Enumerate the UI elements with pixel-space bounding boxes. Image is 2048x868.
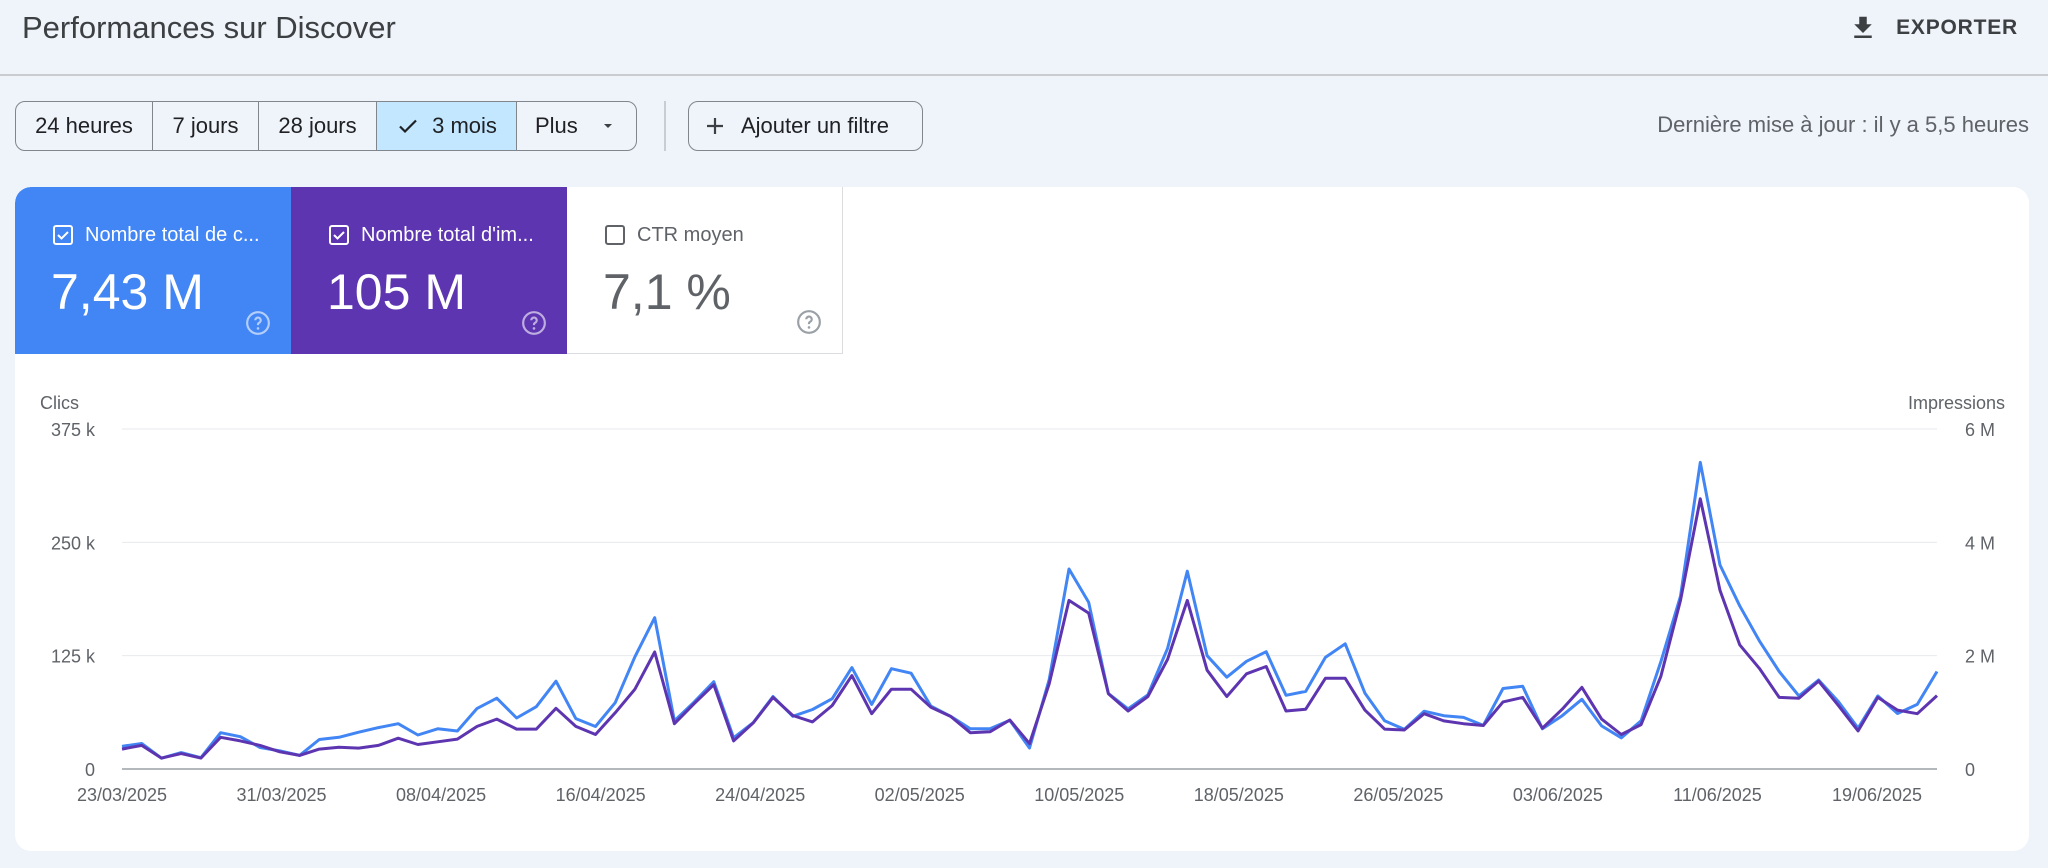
range-3m-label: 3 mois	[432, 113, 497, 138]
checkbox-checked-icon[interactable]	[327, 223, 351, 247]
checkbox-unchecked-icon[interactable]	[603, 223, 627, 247]
range-more-label: Plus	[535, 113, 578, 138]
export-label: EXPORTER	[1896, 16, 2018, 39]
y-left-tick-label: 125 k	[51, 647, 96, 667]
x-tick-label: 08/04/2025	[396, 785, 486, 805]
add-filter-label: Ajouter un filtre	[741, 113, 889, 138]
y-right-tick-label: 6 M	[1965, 420, 1995, 440]
metric-impressions-label: Nombre total d'im...	[361, 223, 534, 246]
x-tick-label: 26/05/2025	[1353, 785, 1443, 805]
help-icon[interactable]	[521, 310, 547, 336]
range-28d-label: 28 jours	[278, 113, 357, 138]
metric-clicks-label: Nombre total de c...	[85, 223, 260, 246]
x-tick-label: 23/03/2025	[77, 785, 167, 805]
page-header: Performances sur Discover EXPORTER	[0, 0, 2048, 76]
range-28d-button[interactable]: 28 jours	[259, 102, 377, 150]
help-icon[interactable]	[796, 309, 822, 335]
x-tick-label: 02/05/2025	[875, 785, 965, 805]
metric-ctr-tile[interactable]: CTR moyen 7,1 %	[567, 187, 843, 354]
y-right-tick-label: 2 M	[1965, 647, 1995, 667]
plus-icon	[707, 118, 723, 134]
dropdown-arrow-icon	[603, 124, 612, 128]
x-tick-label: 16/04/2025	[556, 785, 646, 805]
y-left-tick-label: 375 k	[51, 420, 96, 440]
help-icon[interactable]	[245, 310, 271, 336]
x-tick-label: 19/06/2025	[1832, 785, 1922, 805]
x-tick-label: 03/06/2025	[1513, 785, 1603, 805]
range-3m-button[interactable]: 3 mois	[377, 102, 517, 150]
add-filter-button[interactable]: Ajouter un filtre	[688, 101, 923, 151]
y-right-axis-title: Impressions	[1908, 393, 2005, 413]
impressions-series-line	[121, 460, 1939, 760]
performance-card: Nombre total de c... 7,43 M Nombre total…	[15, 187, 2029, 851]
range-24h-button[interactable]: 24 heures	[16, 102, 153, 150]
range-7d-button[interactable]: 7 jours	[153, 102, 259, 150]
download-icon	[1854, 16, 1872, 38]
checkbox-checked-icon[interactable]	[51, 223, 75, 247]
range-24h-label: 24 heures	[35, 113, 133, 138]
metric-clicks-tile[interactable]: Nombre total de c... 7,43 M	[15, 187, 291, 354]
y-left-axis-title: Clics	[40, 393, 79, 413]
x-tick-label: 11/06/2025	[1673, 785, 1762, 805]
range-more-button[interactable]: Plus	[517, 102, 636, 150]
metric-ctr-label: CTR moyen	[637, 223, 744, 246]
y-right-tick-label: 0	[1965, 760, 1975, 780]
y-left-tick-label: 0	[85, 760, 95, 780]
toolbar-divider	[664, 101, 666, 151]
date-range-selector: 24 heures 7 jours 28 jours 3 mois Plus	[15, 101, 637, 151]
metric-impressions-tile[interactable]: Nombre total d'im... 105 M	[291, 187, 567, 354]
metric-ctr-value: 7,1 %	[603, 264, 731, 320]
y-left-tick-label: 250 k	[51, 533, 96, 553]
page-title: Performances sur Discover	[22, 10, 396, 45]
performance-chart[interactable]: 0 0 125 k 2 M 250 k 4 M 375 k 6 M Clics Impressio…	[15, 187, 2029, 851]
y-right-tick-label: 4 M	[1965, 533, 1995, 553]
x-tick-label: 31/03/2025	[236, 785, 326, 805]
x-tick-label: 18/05/2025	[1194, 785, 1284, 805]
metric-clicks-value: 7,43 M	[51, 264, 204, 320]
metric-impressions-value: 105 M	[327, 264, 466, 320]
check-icon	[399, 119, 417, 134]
x-tick-label: 24/04/2025	[715, 785, 805, 805]
export-button[interactable]: EXPORTER	[1848, 10, 2018, 46]
clicks-series-line	[121, 497, 1939, 760]
x-tick-label: 10/05/2025	[1034, 785, 1124, 805]
last-update-text: Dernière mise à jour : il y a 5,5 heures	[1657, 112, 2029, 137]
range-7d-label: 7 jours	[172, 113, 239, 138]
